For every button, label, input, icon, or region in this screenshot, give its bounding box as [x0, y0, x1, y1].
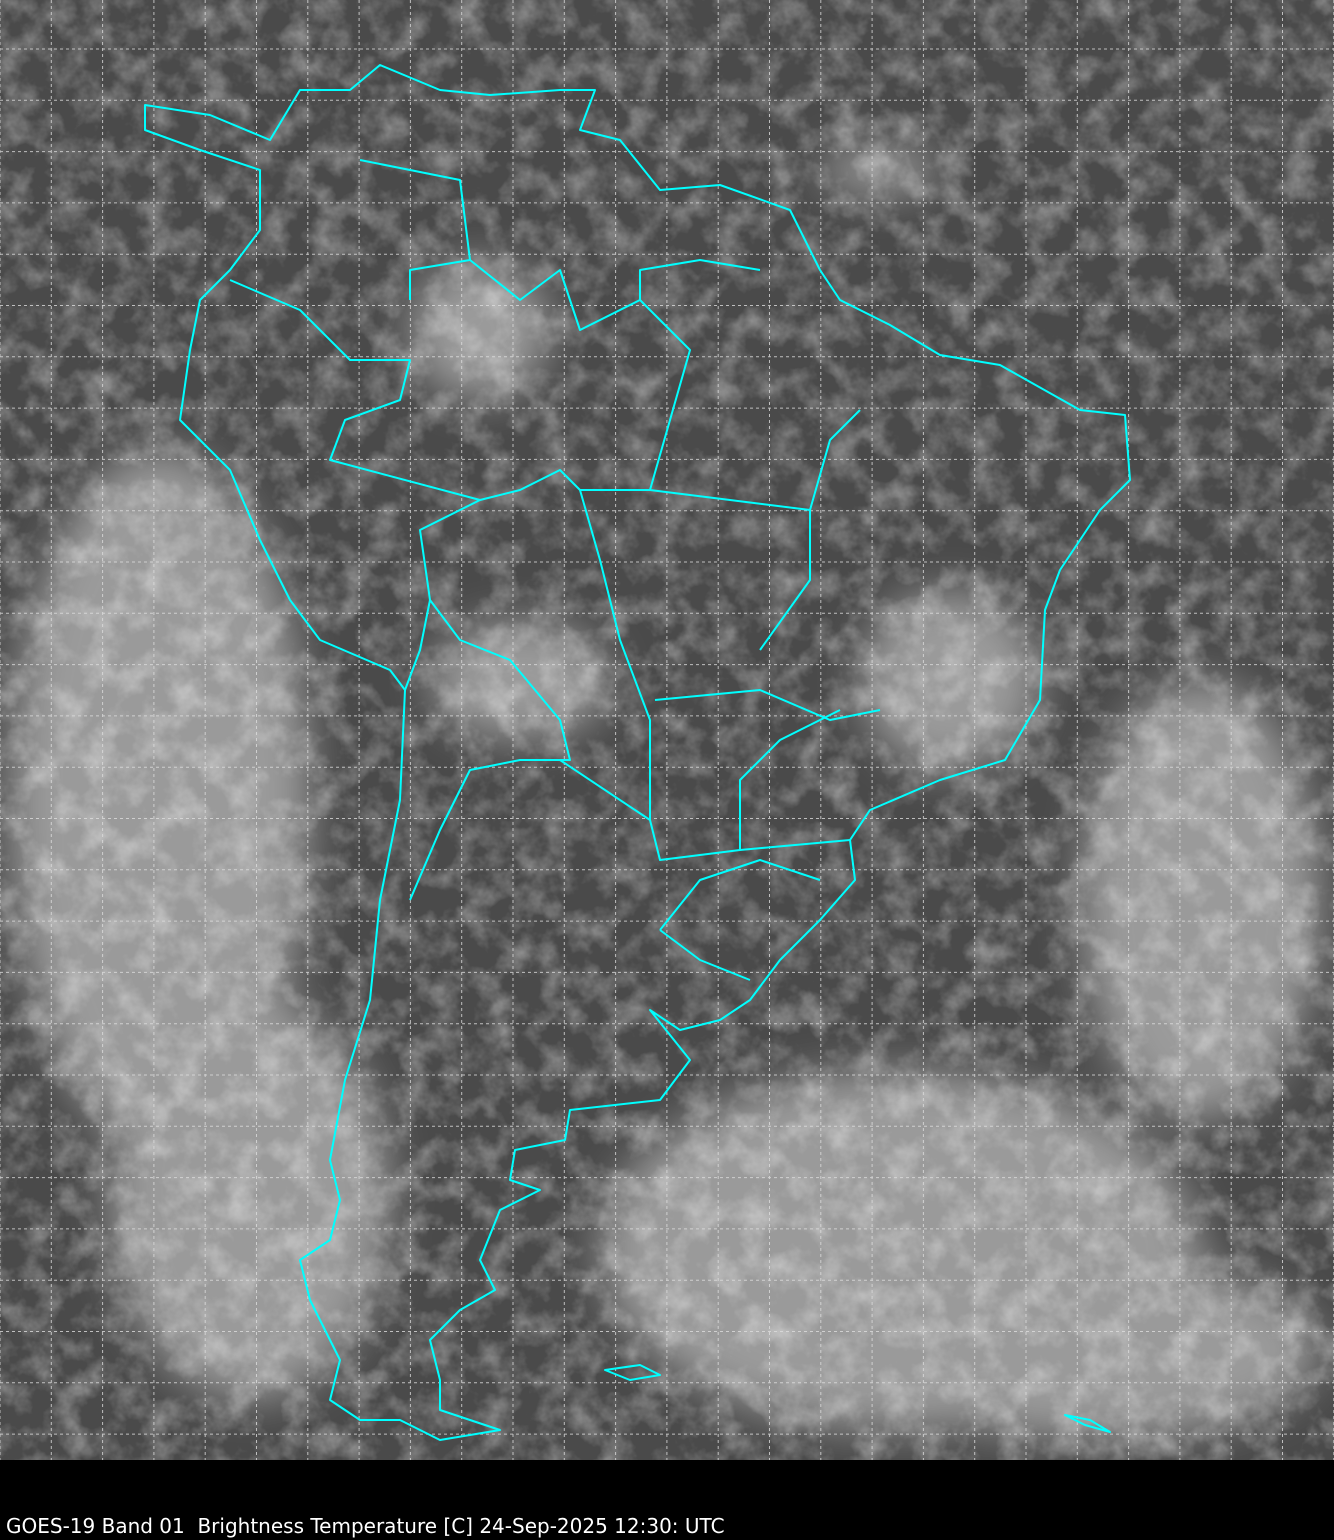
continent-outline: [144, 64, 1131, 1441]
country-borders: [144, 64, 1131, 1441]
internal-borders: [229, 159, 881, 981]
satellite-image: [0, 0, 1334, 1460]
lat-lon-grid: [0, 0, 1334, 1460]
falkland-islands: [604, 1364, 661, 1381]
image-caption: GOES-19 Band 01 Brightness Temperature […: [6, 1514, 725, 1538]
cloud-texture: [0, 0, 1334, 1460]
south-georgia: [1064, 1414, 1111, 1433]
